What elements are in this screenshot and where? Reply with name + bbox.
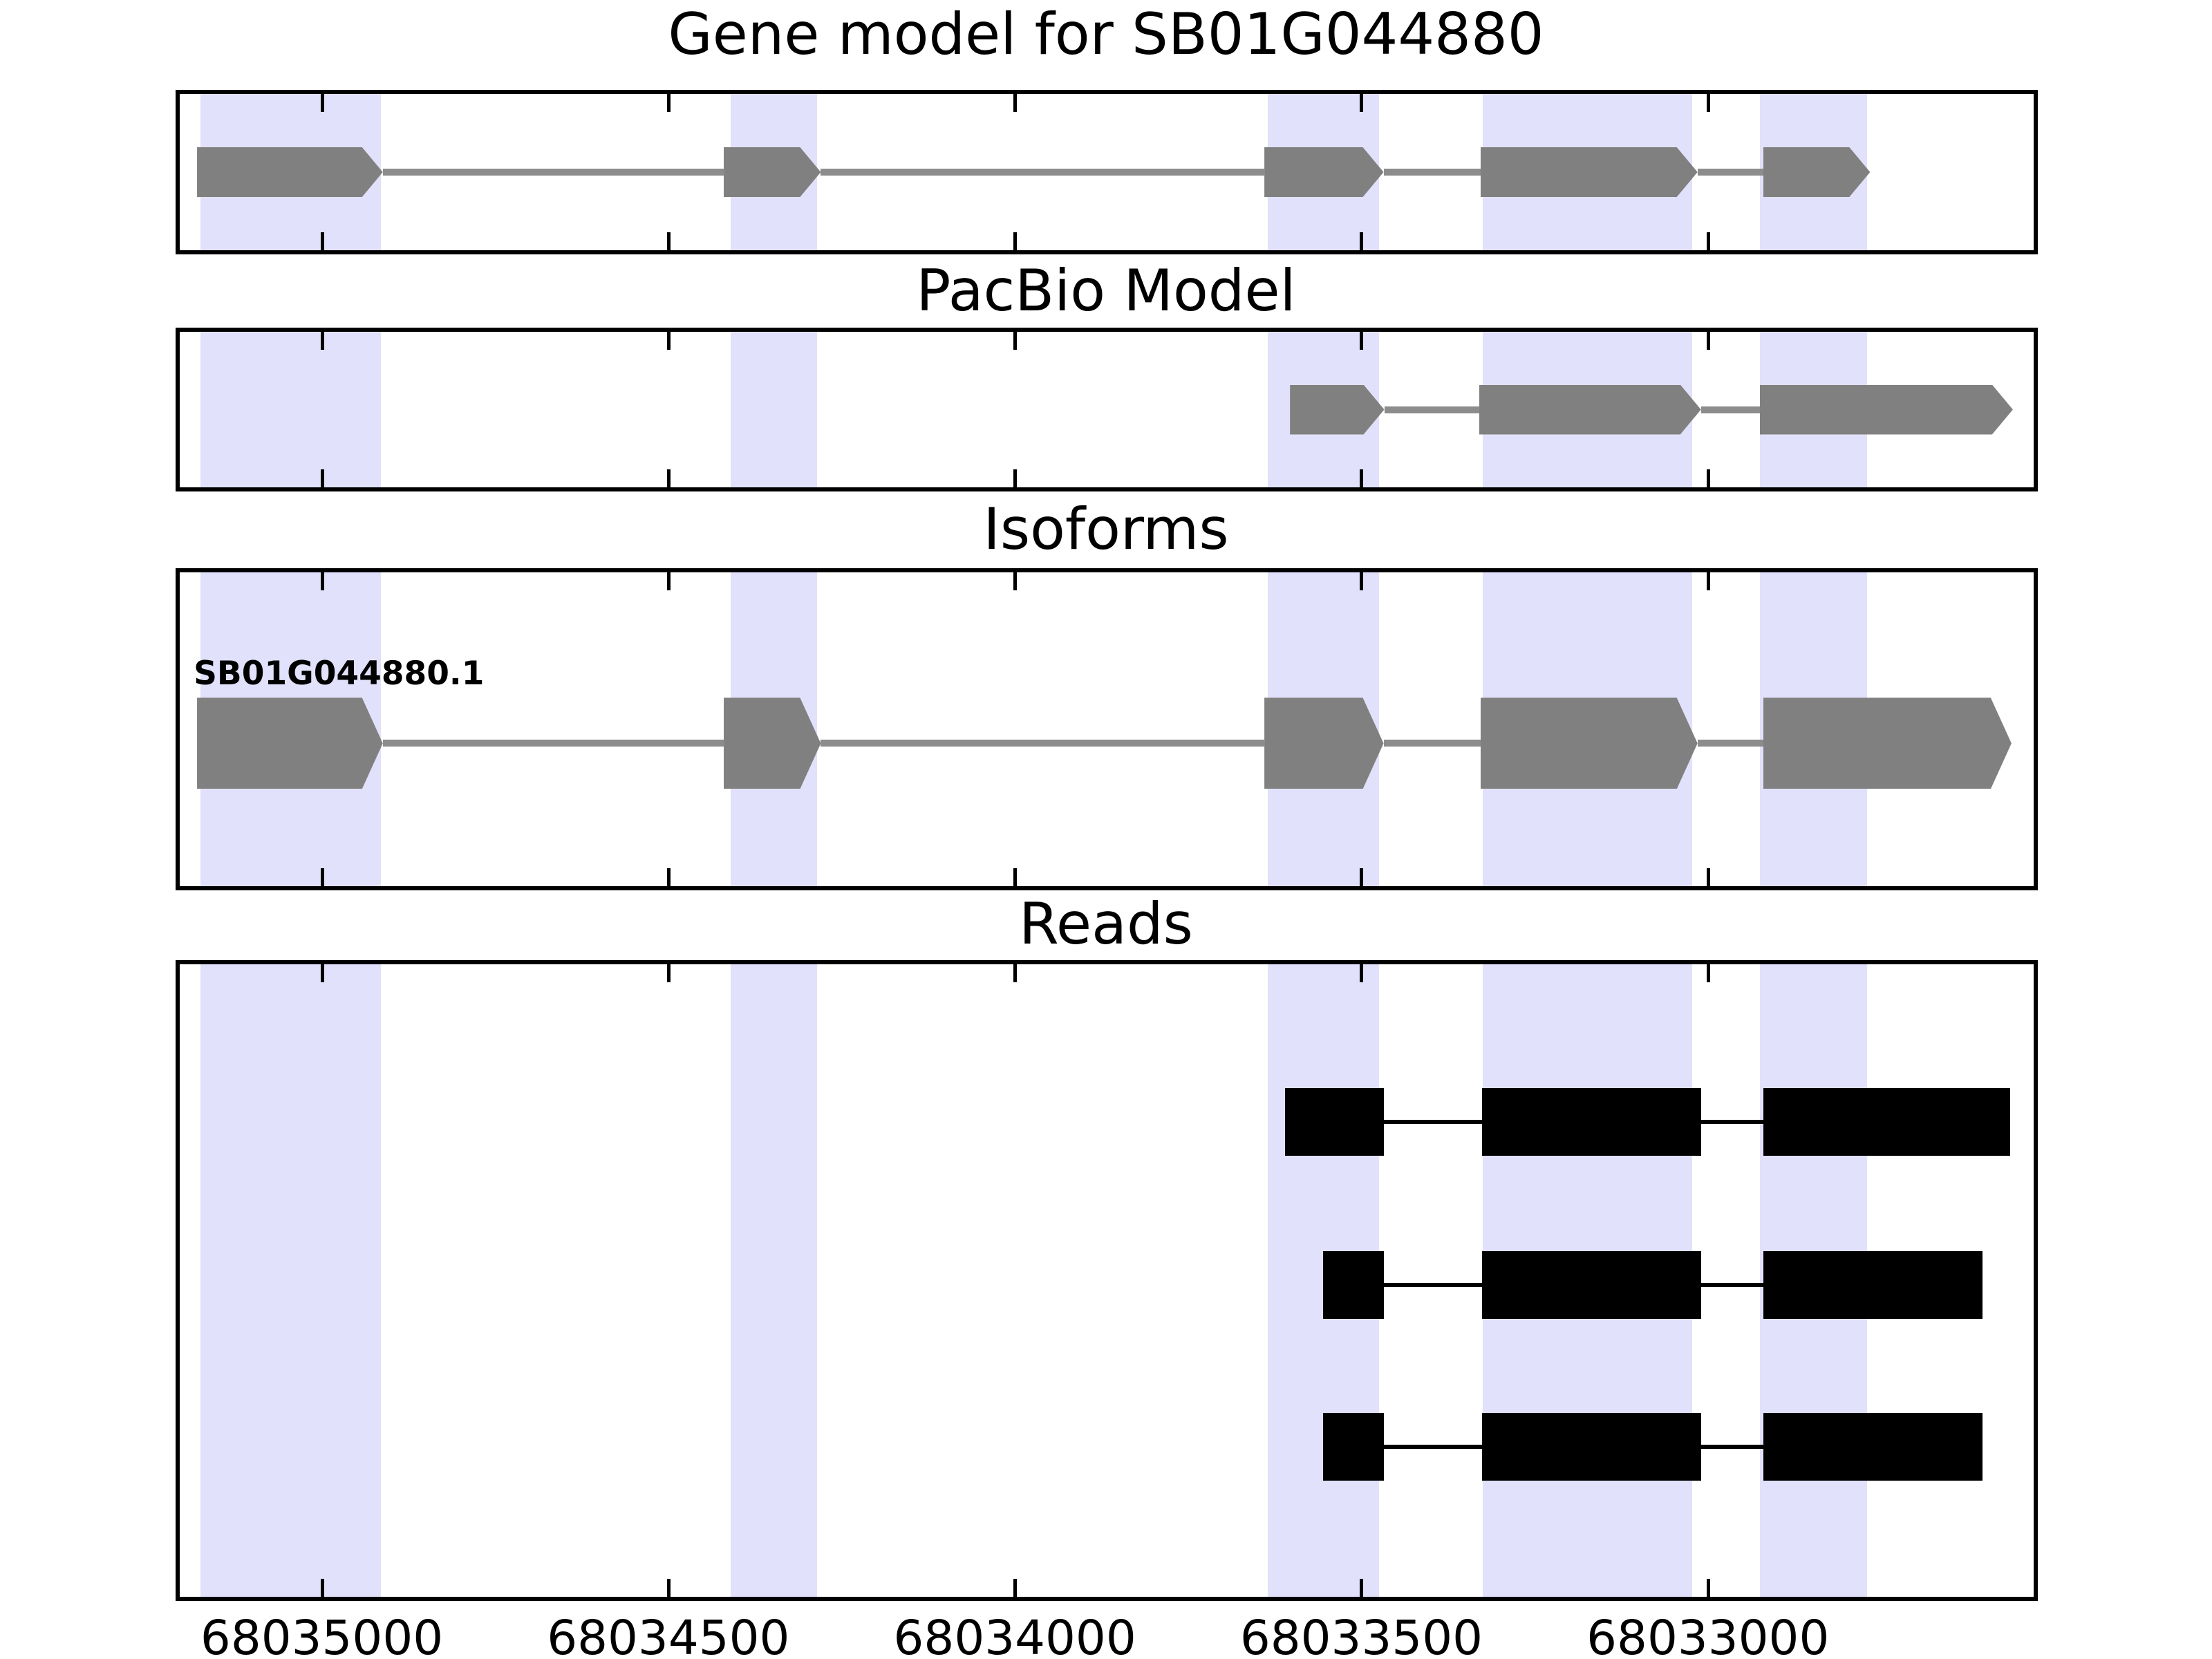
axis-tick (1706, 232, 1710, 250)
exon-arrow (197, 147, 383, 197)
axis-tick (1013, 964, 1018, 982)
exon-arrow (724, 147, 821, 197)
axis-tick (1706, 964, 1710, 982)
axis-tick (1360, 469, 1364, 487)
isoform-label: SB01G044880.1 (194, 655, 485, 693)
read-block (1763, 1413, 1983, 1481)
panel-isoforms: SB01G044880.1 (176, 568, 2038, 890)
x-axis-tick-label: 68033000 (1586, 1611, 1830, 1659)
intron-line (1700, 406, 1760, 413)
axis-tick (666, 1579, 671, 1597)
axis-tick (666, 94, 671, 112)
intron-line (1383, 740, 1481, 747)
axis-tick (1706, 572, 1710, 590)
pacbio-model-title: PacBio Model (916, 257, 1296, 324)
exon-arrow (1264, 697, 1383, 789)
read-connector (1700, 1119, 1763, 1124)
axis-tick (666, 964, 671, 982)
intron-line (821, 740, 1265, 747)
read-block (1481, 1087, 1701, 1156)
axis-tick (1360, 1579, 1364, 1597)
axis-tick (1013, 332, 1018, 350)
axis-tick (1706, 94, 1710, 112)
axis-tick (1360, 332, 1364, 350)
highlight-band (731, 964, 818, 1597)
axis-tick (666, 332, 671, 350)
panel-reads (176, 960, 2038, 1601)
axis-tick (1360, 964, 1364, 982)
read-connector (1383, 1282, 1482, 1287)
x-axis-tick-label: 68034500 (547, 1611, 790, 1659)
exon-arrow (1479, 385, 1701, 435)
read-block (1323, 1413, 1384, 1481)
axis-tick (320, 232, 324, 250)
panel-gene-model (176, 90, 2038, 254)
read-connector (1700, 1282, 1763, 1287)
axis-tick (1360, 232, 1364, 250)
axis-tick (320, 1579, 324, 1597)
exon-arrow (1763, 697, 2012, 789)
intron-line (1383, 169, 1481, 176)
exon-arrow (1264, 147, 1383, 197)
axis-tick (1706, 469, 1710, 487)
axis-tick (320, 572, 324, 590)
axis-tick (1013, 94, 1018, 112)
read-block (1481, 1413, 1701, 1481)
reads-title: Reads (1019, 890, 1193, 957)
axis-tick (1013, 232, 1018, 250)
axis-tick (666, 469, 671, 487)
exon-arrow (724, 697, 821, 789)
axis-tick (1013, 572, 1018, 590)
intron-line (821, 169, 1265, 176)
read-block (1285, 1087, 1384, 1156)
axis-tick (1360, 572, 1364, 590)
read-block (1481, 1250, 1701, 1319)
axis-tick (1360, 868, 1364, 886)
read-connector (1383, 1445, 1482, 1450)
isoforms-title: Isoforms (983, 496, 1229, 563)
axis-tick (1360, 94, 1364, 112)
axis-tick (1013, 868, 1018, 886)
read-block (1763, 1087, 2010, 1156)
intron-line (1697, 169, 1763, 176)
highlight-band (200, 964, 381, 1597)
intron-line (1384, 406, 1479, 413)
read-connector (1383, 1119, 1482, 1124)
exon-arrow (1290, 385, 1384, 435)
axis-tick (1706, 1579, 1710, 1597)
exon-arrow (1481, 697, 1698, 789)
highlight-band (200, 332, 381, 487)
axis-tick (1013, 1579, 1018, 1597)
axis-tick (320, 469, 324, 487)
read-block (1763, 1250, 1983, 1319)
panel-pacbio-model (176, 328, 2038, 491)
axis-tick (1706, 868, 1710, 886)
axis-tick (666, 572, 671, 590)
axis-tick (1013, 469, 1018, 487)
axis-tick (666, 232, 671, 250)
axis-tick (320, 868, 324, 886)
gene-model-title: Gene model for SB01G044880 (668, 1, 1544, 68)
x-axis-tick-label: 68035000 (200, 1611, 444, 1659)
axis-tick (320, 964, 324, 982)
read-connector (1700, 1445, 1763, 1450)
x-axis-tick-label: 68033500 (1239, 1611, 1483, 1659)
intron-line (382, 169, 724, 176)
exon-arrow (197, 697, 383, 789)
axis-tick (320, 94, 324, 112)
exon-arrow (1760, 385, 2013, 435)
axis-tick (320, 332, 324, 350)
axis-tick (666, 868, 671, 886)
intron-line (382, 740, 724, 747)
axis-tick (1706, 332, 1710, 350)
x-axis-tick-label: 68034000 (893, 1611, 1136, 1659)
read-block (1323, 1250, 1384, 1319)
exon-arrow (1763, 147, 1870, 197)
exon-arrow (1481, 147, 1698, 197)
intron-line (1697, 740, 1763, 747)
highlight-band (731, 332, 818, 487)
